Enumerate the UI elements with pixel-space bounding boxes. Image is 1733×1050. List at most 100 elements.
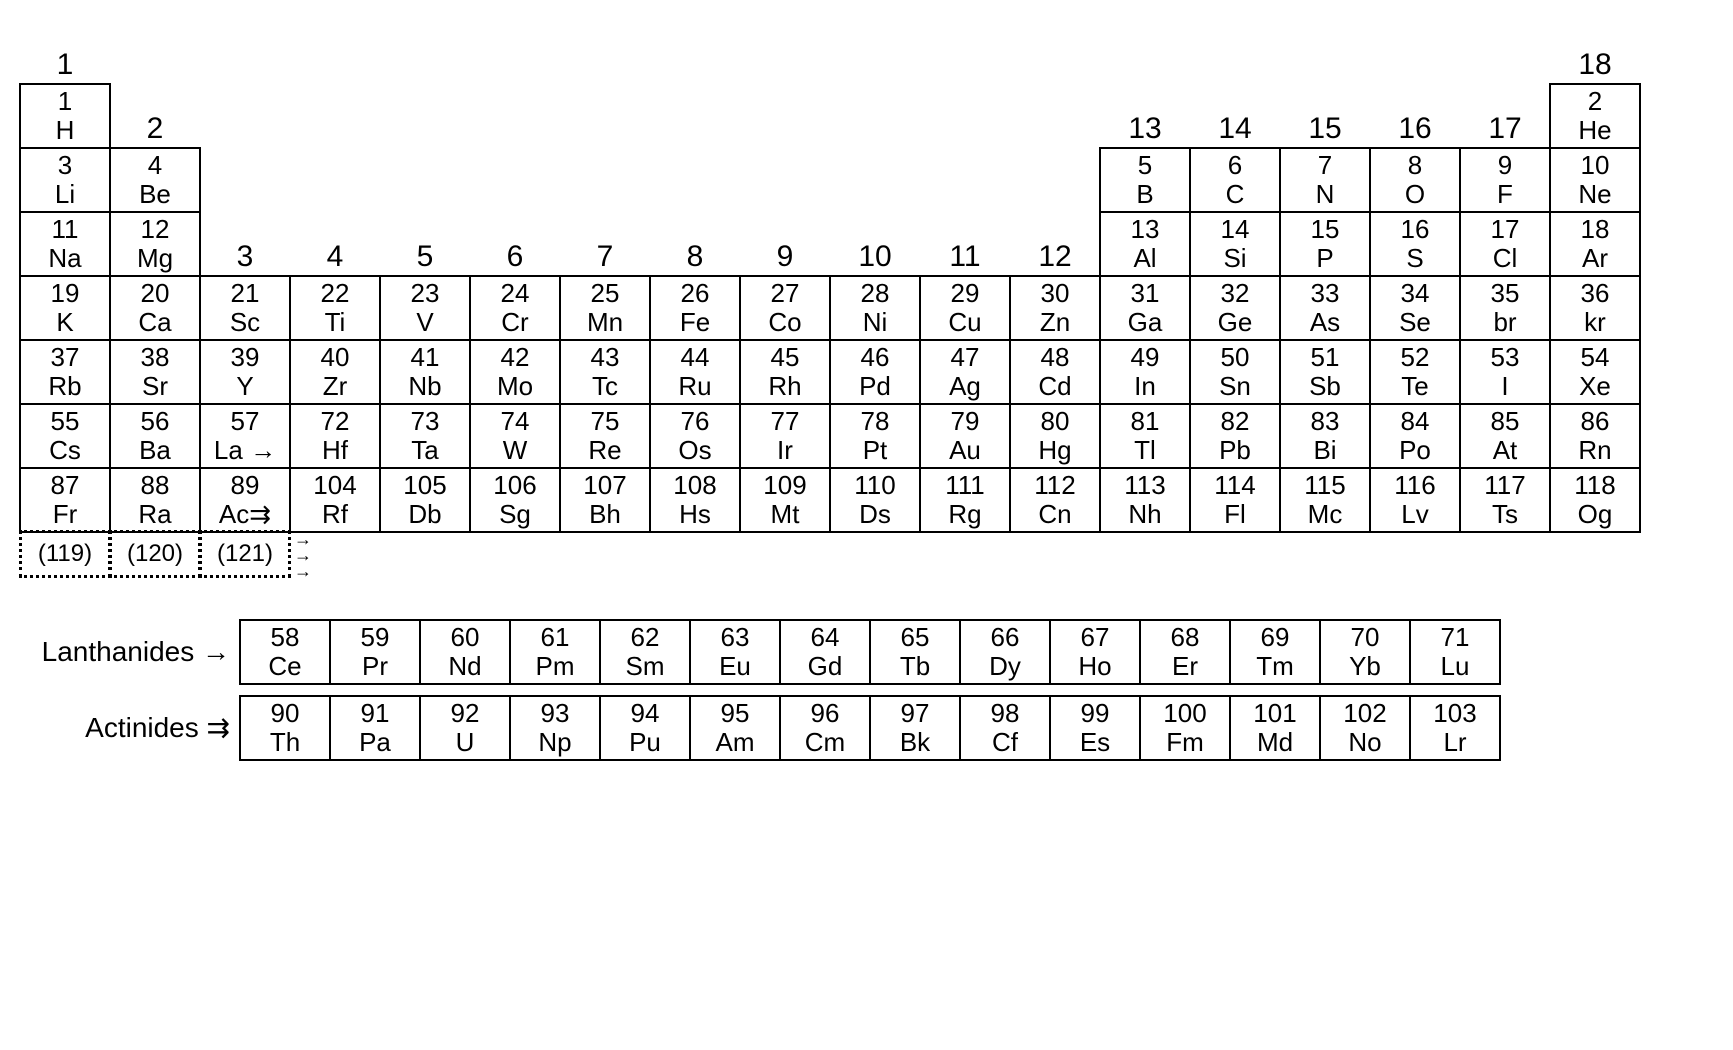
group-label-3: 3 bbox=[200, 212, 290, 276]
element-76: 76Os bbox=[649, 403, 741, 469]
element-symbol: Cm bbox=[805, 728, 845, 757]
element-49: 49In bbox=[1099, 339, 1191, 405]
element-44: 44Ru bbox=[649, 339, 741, 405]
element-symbol: Ta bbox=[411, 436, 438, 465]
atomic-number: 107 bbox=[583, 471, 626, 500]
element-symbol: Ts bbox=[1492, 500, 1518, 529]
lanthanides-row: Lanthanides → 58Ce59Pr60Nd61Pm62Sm63Eu64… bbox=[20, 620, 1713, 684]
element-symbol: Hs bbox=[679, 500, 711, 529]
atomic-number: 116 bbox=[1394, 471, 1435, 500]
atomic-number: 15 bbox=[1311, 215, 1340, 244]
element-symbol: Fl bbox=[1224, 500, 1246, 529]
atomic-number: 22 bbox=[321, 279, 350, 308]
element-symbol: Tc bbox=[592, 372, 618, 401]
element-symbol: Am bbox=[716, 728, 755, 757]
atomic-number: 35 bbox=[1491, 279, 1520, 308]
group-label-18: 18 bbox=[1550, 20, 1640, 84]
atomic-number: 60 bbox=[451, 623, 480, 652]
element-37: 37Rb bbox=[19, 339, 111, 405]
atomic-number: 55 bbox=[51, 407, 80, 436]
element-symbol: No bbox=[1348, 728, 1381, 757]
element-48: 48Cd bbox=[1009, 339, 1101, 405]
element-symbol: Fr bbox=[53, 500, 78, 529]
element-27: 27Co bbox=[739, 275, 831, 341]
element-symbol: Rg bbox=[948, 500, 981, 529]
element-symbol: Y bbox=[236, 372, 253, 401]
element-symbol: Rn bbox=[1578, 436, 1611, 465]
element-symbol: Hg bbox=[1038, 436, 1071, 465]
element-symbol: Sr bbox=[142, 372, 168, 401]
element-56: 56Ba bbox=[109, 403, 201, 469]
element-symbol: Ga bbox=[1128, 308, 1163, 337]
atomic-number: 28 bbox=[861, 279, 890, 308]
element-28: 28Ni bbox=[829, 275, 921, 341]
element-106: 106Sg bbox=[469, 467, 561, 533]
group-label-10: 10 bbox=[830, 212, 920, 276]
element-symbol: Tm bbox=[1256, 652, 1294, 681]
element-symbol: Sg bbox=[499, 500, 531, 529]
element-symbol: Po bbox=[1399, 436, 1431, 465]
element-symbol: Lu bbox=[1441, 652, 1470, 681]
atomic-number: 43 bbox=[591, 343, 620, 372]
element-symbol: Xe bbox=[1579, 372, 1611, 401]
atomic-number: 112 bbox=[1034, 471, 1075, 500]
group-label-11: 11 bbox=[920, 212, 1010, 276]
element-30: 30Zn bbox=[1009, 275, 1101, 341]
atomic-number: 87 bbox=[51, 471, 80, 500]
atomic-number: 46 bbox=[861, 343, 890, 372]
predicted-arrows-icon: → → → bbox=[290, 531, 380, 580]
element-29: 29Cu bbox=[919, 275, 1011, 341]
element-symbol: Mc bbox=[1308, 500, 1343, 529]
atomic-number: 50 bbox=[1221, 343, 1250, 372]
atomic-number: 6 bbox=[1228, 151, 1242, 180]
atomic-number: 32 bbox=[1221, 279, 1250, 308]
element-symbol: V bbox=[416, 308, 433, 337]
element-symbol: I bbox=[1501, 372, 1508, 401]
element-symbol: Ni bbox=[863, 308, 888, 337]
atomic-number: 38 bbox=[141, 343, 170, 372]
element-symbol: Rb bbox=[48, 372, 81, 401]
element-112: 112Cn bbox=[1009, 467, 1101, 533]
atomic-number: 52 bbox=[1401, 343, 1430, 372]
element-symbol: As bbox=[1310, 308, 1340, 337]
element-symbol: La → bbox=[214, 436, 276, 465]
atomic-number: 41 bbox=[411, 343, 440, 372]
atomic-number: 29 bbox=[951, 279, 980, 308]
lanthanide-element-61: 61Pm bbox=[509, 619, 601, 685]
atomic-number: 26 bbox=[681, 279, 710, 308]
element-symbol: Og bbox=[1578, 500, 1613, 529]
atomic-number: 76 bbox=[681, 407, 710, 436]
element-symbol: Ag bbox=[949, 372, 981, 401]
element-11: 11Na bbox=[19, 211, 111, 277]
group-label-15: 15 bbox=[1280, 84, 1370, 148]
lanthanides-label: Lanthanides → bbox=[20, 636, 240, 668]
atomic-number: 65 bbox=[901, 623, 930, 652]
actinide-element-90: 90Th bbox=[239, 695, 331, 761]
atomic-number: 89 bbox=[231, 471, 260, 500]
lanthanide-element-66: 66Dy bbox=[959, 619, 1051, 685]
atomic-number: 100 bbox=[1163, 699, 1206, 728]
atomic-number: 5 bbox=[1138, 151, 1152, 180]
element-45: 45Rh bbox=[739, 339, 831, 405]
predicted-element-121: (121) bbox=[199, 530, 291, 578]
element-symbol: Pa bbox=[359, 728, 391, 757]
atomic-number: 47 bbox=[951, 343, 980, 372]
atomic-number: 73 bbox=[411, 407, 440, 436]
atomic-number: 96 bbox=[811, 699, 840, 728]
element-symbol: Md bbox=[1257, 728, 1293, 757]
element-symbol: Hf bbox=[322, 436, 348, 465]
atomic-number: 53 bbox=[1491, 343, 1520, 372]
atomic-number: 84 bbox=[1401, 407, 1430, 436]
f-block-container: Lanthanides → 58Ce59Pr60Nd61Pm62Sm63Eu64… bbox=[20, 620, 1713, 760]
element-42: 42Mo bbox=[469, 339, 561, 405]
group-label-16: 16 bbox=[1370, 84, 1460, 148]
atomic-number: 113 bbox=[1124, 471, 1165, 500]
group-label-9: 9 bbox=[740, 212, 830, 276]
element-38: 38Sr bbox=[109, 339, 201, 405]
element-85: 85At bbox=[1459, 403, 1551, 469]
lanthanide-element-64: 64Gd bbox=[779, 619, 871, 685]
element-symbol: kr bbox=[1584, 308, 1606, 337]
atomic-number: 45 bbox=[771, 343, 800, 372]
atomic-number: 95 bbox=[721, 699, 750, 728]
atomic-number: 69 bbox=[1261, 623, 1290, 652]
